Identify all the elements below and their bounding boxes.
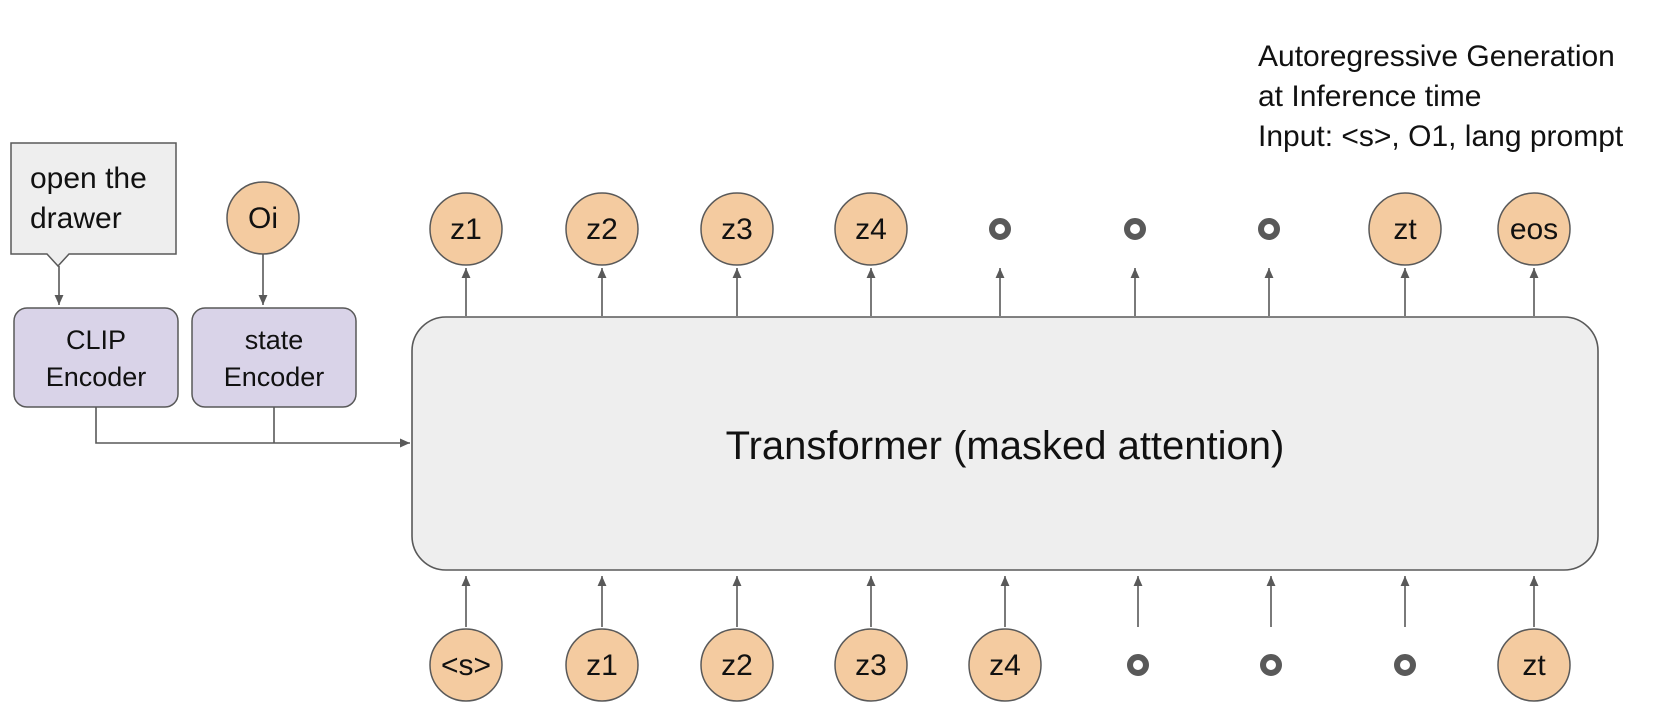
state-token-label: Oi <box>248 202 278 235</box>
input-token-ellipsis-dot-7 <box>1260 654 1282 676</box>
transformer-label: Transformer (masked attention) <box>726 424 1285 468</box>
output-token-row: z1 z2 z3 z4 zt eos <box>429 192 1571 316</box>
state-encoder-label-1: state <box>245 325 304 355</box>
output-token-label-1: z1 <box>450 213 482 246</box>
state-encoder: state Encoder <box>191 307 357 408</box>
transformer-box <box>411 316 1599 571</box>
clip-encoder-label-2: Encoder <box>46 362 147 392</box>
input-token-circle-4 <box>834 628 908 702</box>
state-token: Oi <box>226 181 300 255</box>
input-token-circle-3 <box>700 628 774 702</box>
output-token-circle-2 <box>565 192 639 266</box>
output-token-ellipsis-dot-5 <box>989 218 1011 240</box>
input-token-ellipsis-dot-8 <box>1394 654 1416 676</box>
input-token-label-4: z3 <box>855 649 887 682</box>
output-token-circle-8 <box>1368 192 1442 266</box>
input-token-label-9: zt <box>1522 649 1546 682</box>
output-token-circle-1 <box>429 192 503 266</box>
clip-encoder: CLIP Encoder <box>13 307 179 408</box>
state-encoder-box <box>191 307 357 408</box>
output-token-ellipsis-dot-6 <box>1124 218 1146 240</box>
clip-encoder-connector <box>95 407 410 448</box>
input-token-circle-1 <box>429 628 503 702</box>
callout-bubble <box>10 142 177 268</box>
caption-line-2: at Inference time <box>1258 80 1481 113</box>
input-token-circle-2 <box>565 628 639 702</box>
caption-line-3: Input: <s>, O1, lang prompt <box>1258 120 1624 153</box>
input-token-row: <s> z1 z2 z3 z4 zt <box>429 576 1571 702</box>
transformer: Transformer (masked attention) <box>411 316 1599 571</box>
clip-encoder-box <box>13 307 179 408</box>
input-token-circle-9 <box>1497 628 1571 702</box>
input-token-circle-5 <box>968 628 1042 702</box>
output-token-label-3: z3 <box>721 213 753 246</box>
input-token-label-1: <s> <box>441 649 491 682</box>
output-token-label-8: zt <box>1393 213 1417 246</box>
output-token-label-4: z4 <box>855 213 887 246</box>
clip-encoder-label-1: CLIP <box>66 325 126 355</box>
input-token-ellipsis-dot-6 <box>1127 654 1149 676</box>
output-token-label-9: eos <box>1510 213 1558 246</box>
language-prompt-callout: open the drawer <box>10 142 177 268</box>
output-token-circle-3 <box>700 192 774 266</box>
output-token-ellipsis-dot-7 <box>1258 218 1280 240</box>
caption-line-1: Autoregressive Generation <box>1258 40 1615 73</box>
input-token-label-3: z2 <box>721 649 753 682</box>
input-token-label-5: z4 <box>989 649 1021 682</box>
state-encoder-label-2: Encoder <box>224 362 325 392</box>
output-token-circle-9 <box>1497 192 1571 266</box>
input-token-label-2: z1 <box>586 649 618 682</box>
callout-line-2: drawer <box>30 202 122 235</box>
output-token-label-2: z2 <box>586 213 618 246</box>
output-token-circle-4 <box>834 192 908 266</box>
callout-line-1: open the <box>30 162 147 195</box>
caption: Autoregressive Generation at Inference t… <box>1258 40 1624 153</box>
